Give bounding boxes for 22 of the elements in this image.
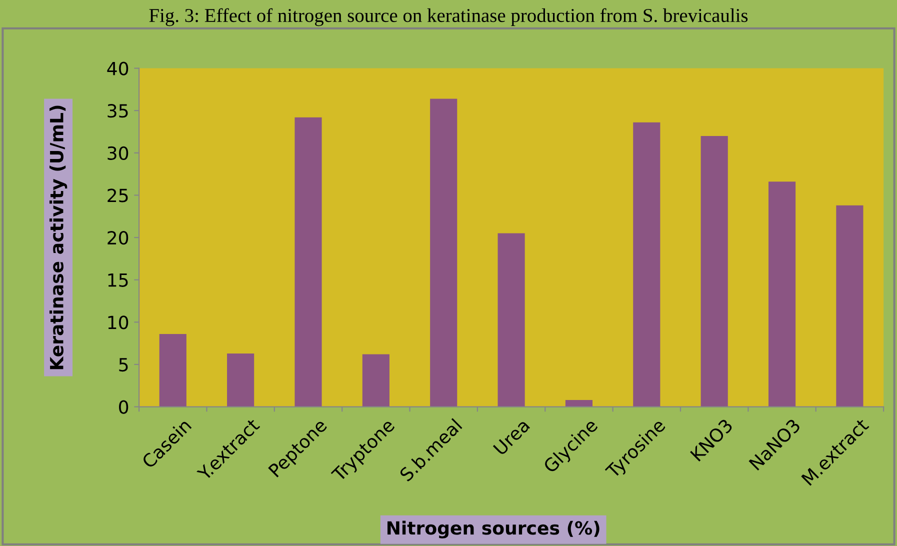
y-tick-label: 15 [108, 274, 128, 287]
bar [633, 122, 660, 407]
x-axis-title: Nitrogen sources (%) [387, 520, 600, 538]
bar [362, 354, 390, 407]
bar [700, 136, 728, 407]
bar [294, 117, 322, 407]
y-tick-label: 20 [108, 230, 128, 245]
bar [498, 233, 525, 407]
bar [768, 182, 796, 407]
y-tick-label: 5 [119, 358, 128, 372]
y-tick-label: 10 [108, 316, 128, 330]
chart-title: Fig. 3: Effect of nitrogen source on keratinase production from S. brevicaulis [149, 8, 748, 26]
y-tick-label: 35 [108, 104, 128, 118]
bar [159, 334, 186, 407]
bar [836, 205, 864, 407]
y-axis-title: Keratinase activity (U/mL) [49, 106, 68, 370]
y-tick-label: 0 [119, 400, 128, 414]
y-tick-label: 25 [108, 188, 128, 202]
y-tick-label: 40 [107, 62, 128, 76]
y-tick-label: 30 [108, 146, 128, 160]
bar [430, 98, 458, 407]
bar [227, 353, 254, 407]
